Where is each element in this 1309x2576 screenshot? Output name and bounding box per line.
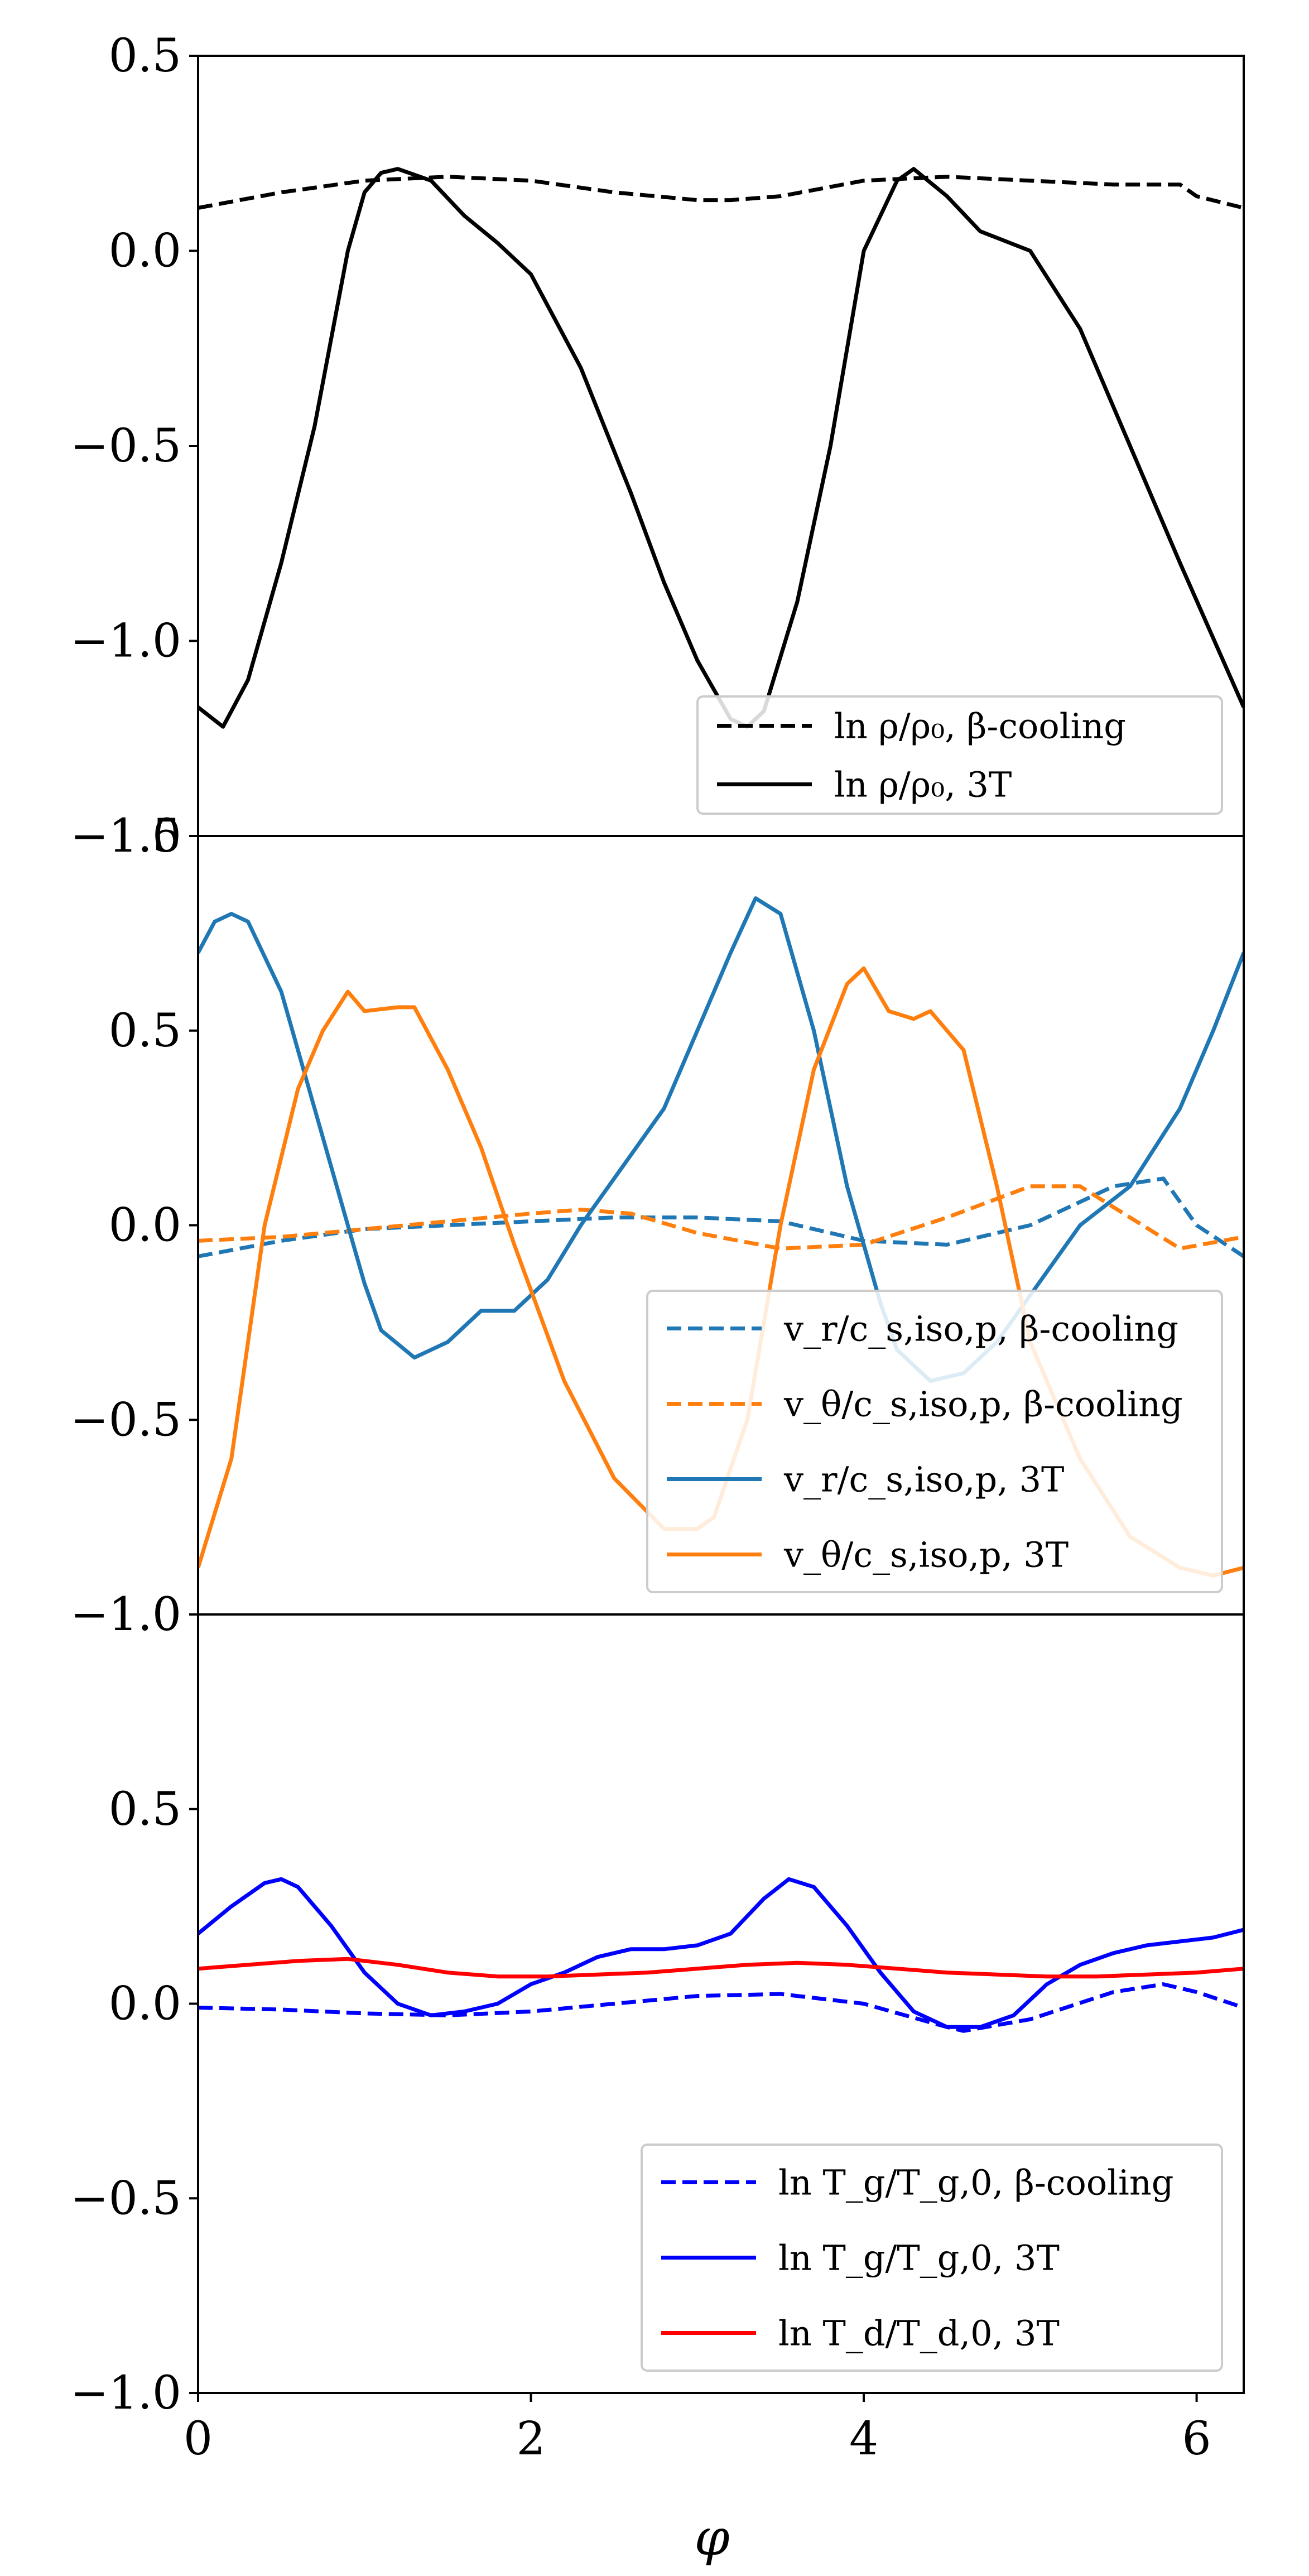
y-tick-label: −1.0 [70, 2367, 181, 2420]
x-tick-label: 6 [1182, 2412, 1211, 2466]
panel-2: 1.0 0.5 0.0 −0.5 −1.0 v_r/c_s,iso,p, β-coolin… [70, 810, 1245, 1641]
y-tick-label: −1.5 [70, 810, 181, 863]
y-tick-label: 0.5 [109, 1005, 181, 1058]
y-tick-label: −1.0 [70, 1588, 181, 1641]
legend-label: ln T_d/T_d,0, 3T [778, 2313, 1060, 2354]
legend-box [641, 2144, 1223, 2372]
legend-label: ln T_g/T_g,0, 3T [778, 2238, 1060, 2279]
series-group [198, 167, 1244, 729]
series-line-1 [198, 175, 1244, 210]
legend-label: ln ρ/ρ₀, 3T [834, 765, 1012, 805]
y-tick-label: −0.5 [70, 420, 181, 473]
series-group [198, 1877, 1244, 2033]
y-tick-label: 0.0 [109, 1978, 181, 2031]
x-tick-label: 4 [849, 2412, 878, 2466]
legend-label: ln T_g/T_g,0, β-cooling [778, 2162, 1173, 2203]
x-tick-label: 2 [516, 2412, 545, 2466]
y-tick-label: 0.0 [109, 225, 181, 278]
legend-label: v_θ/c_s,iso,p, 3T [783, 1535, 1069, 1575]
series-line-2 [198, 1877, 1244, 2029]
legend-box [646, 1290, 1223, 1593]
legend-label: ln ρ/ρ₀, β-cooling [834, 706, 1126, 747]
series-line-2 [198, 167, 1244, 729]
y-tick-label: 0.0 [109, 1199, 181, 1252]
x-axis: 0 2 4 6 [184, 2393, 1211, 2466]
series-line-3 [198, 1957, 1244, 1979]
legend-box [696, 695, 1223, 815]
y-tick-label: 0.5 [109, 1783, 181, 1836]
y-tick-label: 0.5 [109, 30, 181, 83]
series-line-2 [198, 1184, 1244, 1251]
panel-3: 1.0 0.5 0.0 −0.5 −1.0 ln T_g/T_g,0, β-cooling… [70, 1588, 1245, 2420]
legend: ln ρ/ρ₀, β-cooling ln ρ/ρ₀, 3T [696, 695, 1223, 815]
y-tick-label: −0.5 [70, 1393, 181, 1446]
legend-label: v_θ/c_s,iso,p, β-cooling [783, 1384, 1183, 1425]
legend-label: v_r/c_s,iso,p, 3T [783, 1459, 1064, 1500]
legend: ln T_g/T_g,0, β-cooling ln T_g/T_g,0, 3T l… [641, 2144, 1223, 2372]
legend: v_r/c_s,iso,p, β-cooling v_θ/c_s,iso,p, β… [646, 1290, 1223, 1593]
y-tick-label: −1.0 [70, 615, 181, 668]
x-tick-label: 0 [184, 2412, 213, 2466]
y-tick-label: −0.5 [70, 2172, 181, 2225]
legend-label: v_r/c_s,iso,p, β-cooling [783, 1309, 1178, 1349]
x-axis-label: φ [694, 2508, 729, 2567]
series-line-1 [198, 1982, 1244, 2033]
y-tick-label: 1.0 [109, 810, 181, 863]
y-tick-label: 1.0 [109, 1588, 181, 1641]
